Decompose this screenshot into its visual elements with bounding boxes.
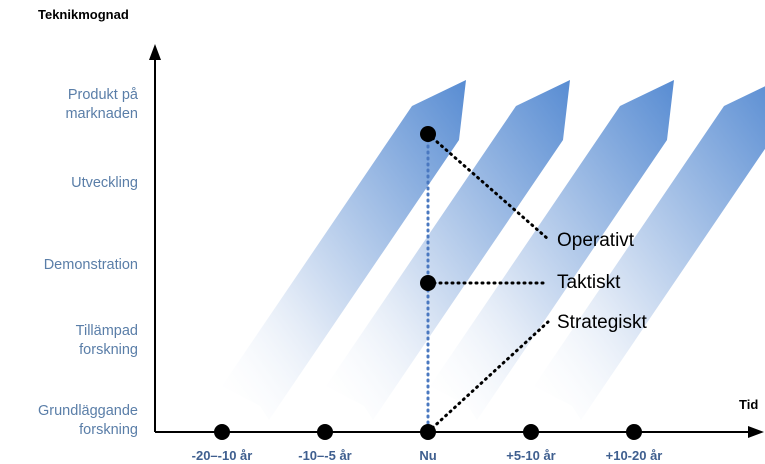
x-axis-title: Tid <box>739 397 759 412</box>
x-tick-label-4: +5-10 år <box>506 448 556 463</box>
timeline-dot-1 <box>214 424 230 440</box>
arrow-band-2 <box>326 80 570 420</box>
x-axis-arrowhead <box>748 426 764 438</box>
y-level-applied-research: Tillämpad forskning <box>75 323 138 358</box>
callout-taktiskt: Taktiskt <box>557 272 621 293</box>
x-tick-label-2: -10–-5 år <box>298 448 352 463</box>
timeline-dot-2 <box>317 424 333 440</box>
timeline-dot-4 <box>523 424 539 440</box>
connector-operativt <box>426 132 550 241</box>
progress-arrows <box>222 80 765 420</box>
arrow-band-3 <box>430 80 674 420</box>
x-tick-label-5: +10-20 år <box>605 448 663 463</box>
timeline-dot-now <box>420 424 436 440</box>
callout-strategiskt: Strategiskt <box>557 312 647 333</box>
y-axis-title: Teknikmognad <box>38 7 129 22</box>
y-level-product: Produkt på marknaden <box>65 87 138 122</box>
arrow-band-4 <box>534 86 765 420</box>
x-tick-label-1: -20–-10 år <box>191 448 253 463</box>
arrow-band-1 <box>222 80 466 420</box>
callout-operativt: Operativt <box>557 230 635 251</box>
point-taktiskt <box>420 275 436 291</box>
y-level-development: Utveckling <box>71 175 138 191</box>
y-level-basic-research: Grundläggande forskning <box>38 403 138 438</box>
point-operativt <box>420 126 436 142</box>
x-tick-label-now: Nu <box>419 448 437 463</box>
y-axis-arrowhead <box>149 44 161 60</box>
y-level-demonstration: Demonstration <box>43 257 138 273</box>
timeline-dot-5 <box>626 424 642 440</box>
